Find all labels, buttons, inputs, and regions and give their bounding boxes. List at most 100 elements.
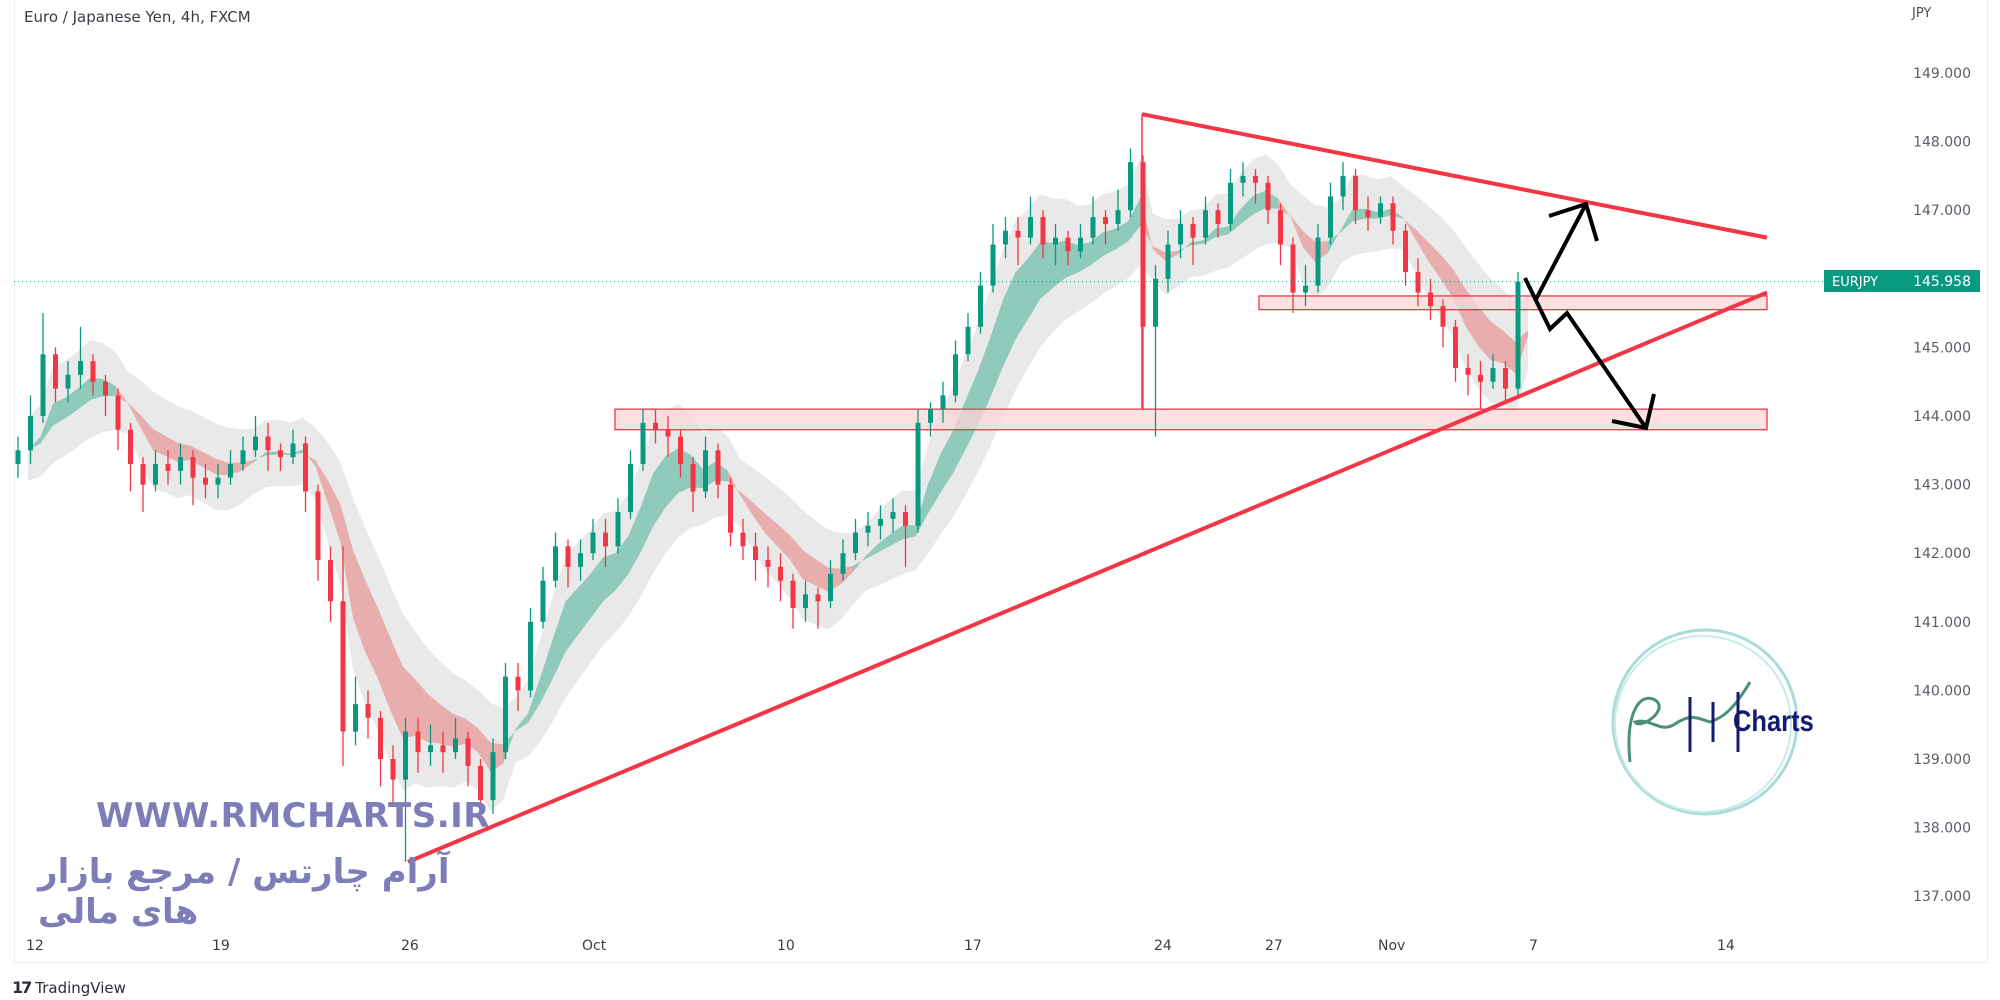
support-zone[interactable]	[614, 408, 1768, 431]
lower-trendline[interactable]	[407, 290, 1768, 864]
candle-body	[478, 765, 483, 801]
candle	[578, 539, 583, 581]
candle	[840, 539, 846, 581]
candle	[90, 354, 96, 396]
ribbon-segment	[378, 608, 391, 711]
price-tick-label: 145.000	[1913, 340, 1971, 356]
candle-body	[540, 580, 546, 622]
candle-body	[1065, 237, 1071, 252]
candle	[1390, 196, 1396, 245]
support-zone[interactable]	[1258, 295, 1768, 311]
candle-body	[340, 601, 346, 732]
candle-body	[53, 354, 58, 389]
candle-body	[790, 580, 796, 609]
candle	[1040, 210, 1046, 259]
candle	[53, 347, 58, 403]
price-tick-label: 143.000	[1913, 478, 1971, 494]
candle-body	[553, 546, 558, 581]
ribbon-segment	[1140, 197, 1153, 250]
tradingview-brand[interactable]: 17 TradingView	[12, 978, 126, 997]
candle-body	[1503, 367, 1508, 389]
ribbon-segment	[928, 454, 941, 514]
candle-body	[403, 731, 408, 780]
candle	[790, 573, 796, 629]
candle	[440, 731, 446, 773]
candle-body	[440, 745, 446, 753]
ribbon-segment	[253, 452, 266, 463]
candle-body	[653, 422, 658, 430]
envelope-segment	[1290, 184, 1303, 283]
candle-body	[303, 443, 308, 492]
candle	[40, 313, 46, 423]
candle-body	[1428, 292, 1433, 307]
ribbon-segment	[365, 580, 378, 679]
candle	[340, 546, 346, 766]
price-tick-label: 141.000	[1913, 615, 1971, 631]
candle	[1178, 210, 1183, 259]
up-arrow-head-icon	[1548, 201, 1599, 242]
candle	[765, 546, 771, 588]
price-tick-label: 144.000	[1913, 409, 1971, 425]
candle-body	[490, 752, 496, 801]
candle-body	[678, 436, 683, 465]
candle	[778, 553, 783, 602]
down-zigzag-arrow-icon[interactable]	[1523, 277, 1648, 430]
candle	[753, 532, 758, 581]
ribbon-segment	[765, 514, 778, 547]
ribbon-segment	[865, 544, 878, 560]
rmcharts-logo	[1611, 628, 1799, 816]
candle	[940, 381, 946, 423]
candle-body	[1490, 367, 1496, 382]
candle	[28, 395, 33, 465]
candle	[315, 484, 321, 581]
candle	[178, 443, 183, 485]
candle	[515, 662, 521, 711]
candle-body	[1440, 306, 1446, 327]
candle-body	[240, 450, 246, 465]
time-tick-label: Oct	[582, 938, 607, 954]
candle	[1290, 237, 1296, 314]
candle-body	[115, 395, 121, 430]
candle-body	[78, 361, 83, 375]
candle	[228, 450, 233, 485]
tradingview-label: TradingView	[35, 978, 126, 997]
ribbon-segment	[553, 601, 566, 679]
candle	[140, 457, 146, 513]
time-tick-label: 10	[777, 938, 795, 954]
ribbon-segment	[753, 502, 766, 534]
price-tick-label: 140.000	[1913, 683, 1971, 699]
candle	[240, 436, 246, 471]
ribbon-segment	[1340, 208, 1353, 233]
upper-trendline[interactable]	[1141, 112, 1768, 240]
candle	[1240, 162, 1246, 197]
ribbon-segment	[353, 549, 366, 653]
candle	[728, 477, 733, 547]
candle-body	[828, 573, 833, 602]
candle	[978, 271, 983, 334]
candle	[1215, 203, 1221, 238]
candle	[1090, 196, 1096, 245]
candle	[265, 422, 271, 471]
ribbon-segment	[1440, 254, 1453, 299]
candle	[378, 710, 383, 787]
ribbon-segment	[1303, 231, 1316, 263]
candle	[928, 402, 933, 437]
time-tick-label: 27	[1265, 938, 1283, 954]
ribbon-segment	[990, 299, 1003, 398]
candle	[890, 498, 896, 533]
candle-body	[978, 285, 983, 327]
candle	[428, 724, 433, 766]
candle	[165, 450, 171, 485]
ma-envelope	[28, 154, 1528, 812]
candle-body	[878, 518, 883, 526]
candle	[1365, 196, 1371, 231]
up-arrow-icon[interactable]	[1533, 203, 1588, 302]
candle	[65, 361, 71, 403]
ribbon-segment	[340, 504, 353, 619]
time-tick-label: 19	[212, 938, 230, 954]
candle	[353, 676, 358, 746]
candle-body	[428, 745, 433, 753]
candle-body	[1153, 278, 1158, 327]
ribbon-segment	[878, 533, 891, 553]
